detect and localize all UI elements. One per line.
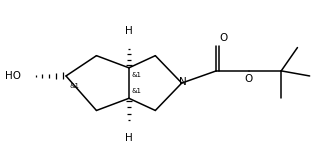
Text: &1: &1 — [132, 88, 142, 94]
Text: O: O — [245, 74, 253, 84]
Text: &1: &1 — [132, 72, 142, 78]
Text: H: H — [125, 26, 133, 36]
Text: HO: HO — [5, 71, 21, 81]
Text: &1: &1 — [69, 83, 79, 89]
Text: O: O — [219, 33, 227, 43]
Text: H: H — [125, 133, 133, 143]
Text: N: N — [179, 77, 186, 87]
